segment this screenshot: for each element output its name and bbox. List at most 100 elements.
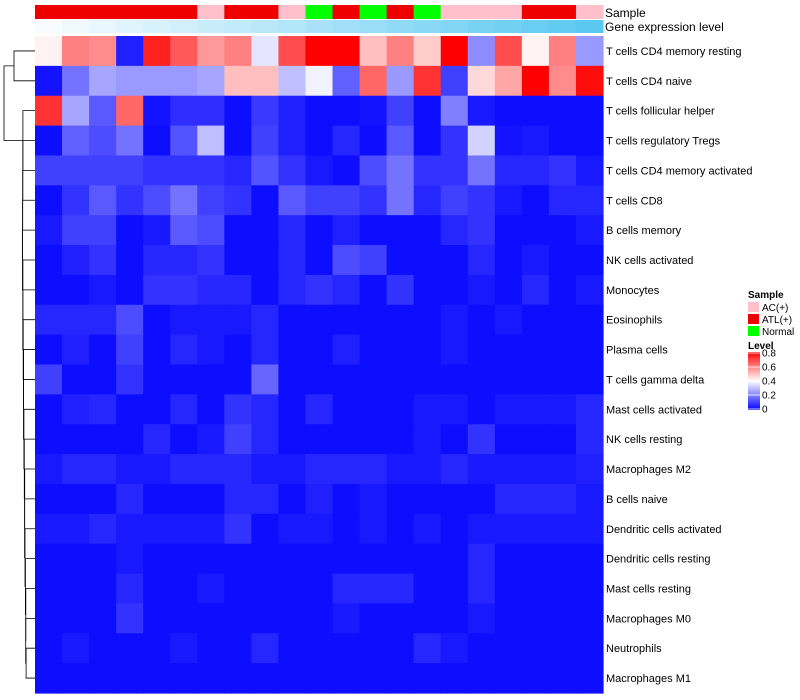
heatmap-cell <box>521 394 550 425</box>
heatmap-cell <box>224 573 252 605</box>
heatmap-cell <box>332 65 361 97</box>
heatmap-cell <box>413 483 442 515</box>
heatmap-cell <box>548 304 577 336</box>
heatmap-cell <box>494 95 523 127</box>
heatmap-cell <box>467 454 496 485</box>
sample-annotation-cell <box>116 5 144 19</box>
gene-annotation-cell <box>305 20 334 33</box>
heatmap-cell <box>494 573 523 605</box>
heatmap-cell <box>251 483 280 515</box>
heatmap-cell <box>440 543 469 575</box>
heatmap-cell <box>548 36 577 67</box>
sample-annotation-bar <box>35 5 604 19</box>
heatmap-cell <box>359 65 388 97</box>
heatmap-cell <box>467 394 496 425</box>
heatmap-cell <box>467 304 496 336</box>
heatmap-cell <box>143 513 171 545</box>
heatmap-cell <box>62 543 90 575</box>
heatmap-cell <box>35 483 63 515</box>
heatmap-cell <box>467 65 496 97</box>
heatmap-cell <box>386 185 415 216</box>
heatmap-cell <box>440 95 469 127</box>
heatmap-cell <box>467 95 496 127</box>
gene-annotation-cell <box>467 20 496 33</box>
heatmap-cell <box>62 155 90 186</box>
heatmap-cell <box>143 245 171 276</box>
heatmap-cell <box>440 185 469 216</box>
heatmap-cell <box>494 36 523 67</box>
heatmap-cell <box>413 65 442 97</box>
heatmap-cell <box>251 424 280 455</box>
heatmap-cell <box>467 573 496 605</box>
heatmap-cell <box>359 155 388 186</box>
gene-annotation-cell <box>197 20 225 33</box>
heatmap-cell <box>278 603 307 634</box>
heatmap-cell <box>575 483 604 515</box>
heatmap-cell <box>305 663 334 694</box>
sample-legend-title: Sample <box>748 290 784 301</box>
gene-annotation-cell <box>62 20 90 33</box>
row-label: B cells memory <box>606 225 682 237</box>
gene-annotation-cell <box>224 20 252 33</box>
heatmap-cell <box>143 543 171 575</box>
heatmap-cell <box>89 364 117 395</box>
heatmap-cell <box>467 36 496 67</box>
heatmap-cell <box>359 454 388 485</box>
heatmap-cell <box>386 155 415 186</box>
level-tick-label: 0.4 <box>762 377 776 388</box>
heatmap-cell <box>251 543 280 575</box>
heatmap-cell <box>521 483 550 515</box>
heatmap-cell <box>278 36 307 67</box>
row-dendrogram <box>3 50 35 679</box>
heatmap-cell <box>89 36 117 67</box>
heatmap-cell <box>521 454 550 485</box>
heatmap-cell <box>386 633 415 664</box>
heatmap-cell <box>224 454 252 485</box>
heatmap-cell <box>278 513 307 545</box>
heatmap-cell <box>278 573 307 605</box>
heatmap-cell <box>35 274 63 306</box>
heatmap-cell <box>521 125 550 157</box>
heatmap-cells <box>35 36 604 694</box>
heatmap-cell <box>251 334 280 366</box>
heatmap-cell <box>548 364 577 395</box>
heatmap-cell <box>62 573 90 605</box>
heatmap-cell <box>251 304 280 336</box>
heatmap-cell <box>440 274 469 306</box>
sample-annotation-cell <box>440 5 469 19</box>
sample-annotation-cell <box>467 5 496 19</box>
heatmap-cell <box>278 185 307 216</box>
heatmap-cell <box>224 394 252 425</box>
heatmap-cell <box>332 573 361 605</box>
heatmap-cell <box>548 155 577 186</box>
sample-annotation-cell <box>170 5 198 19</box>
heatmap-cell <box>224 663 252 694</box>
gene-annotation-cell <box>440 20 469 33</box>
heatmap-cell <box>116 334 144 366</box>
heatmap-cell <box>467 543 496 575</box>
heatmap-cell <box>89 245 117 276</box>
heatmap-cell <box>521 334 550 366</box>
heatmap-cell <box>413 633 442 664</box>
heatmap-cell <box>116 573 144 605</box>
heatmap-cell <box>332 185 361 216</box>
heatmap-cell <box>35 185 63 216</box>
heatmap-cell <box>494 424 523 455</box>
heatmap-cell <box>143 364 171 395</box>
sample-legend-label: Normal <box>762 327 794 338</box>
heatmap-cell <box>575 394 604 425</box>
heatmap-cell <box>359 364 388 395</box>
heatmap-cell <box>413 513 442 545</box>
heatmap-cell <box>386 603 415 634</box>
heatmap-cell <box>440 125 469 157</box>
row-label: Eosinophils <box>606 315 663 327</box>
heatmap-cell <box>332 483 361 515</box>
heatmap-cell <box>170 663 198 694</box>
heatmap-cell <box>440 215 469 246</box>
sample-legend-swatch <box>748 302 759 312</box>
heatmap-cell <box>224 424 252 455</box>
heatmap-cell <box>575 364 604 395</box>
heatmap-cell <box>224 95 252 127</box>
heatmap-cell <box>413 155 442 186</box>
heatmap-cell <box>197 573 225 605</box>
